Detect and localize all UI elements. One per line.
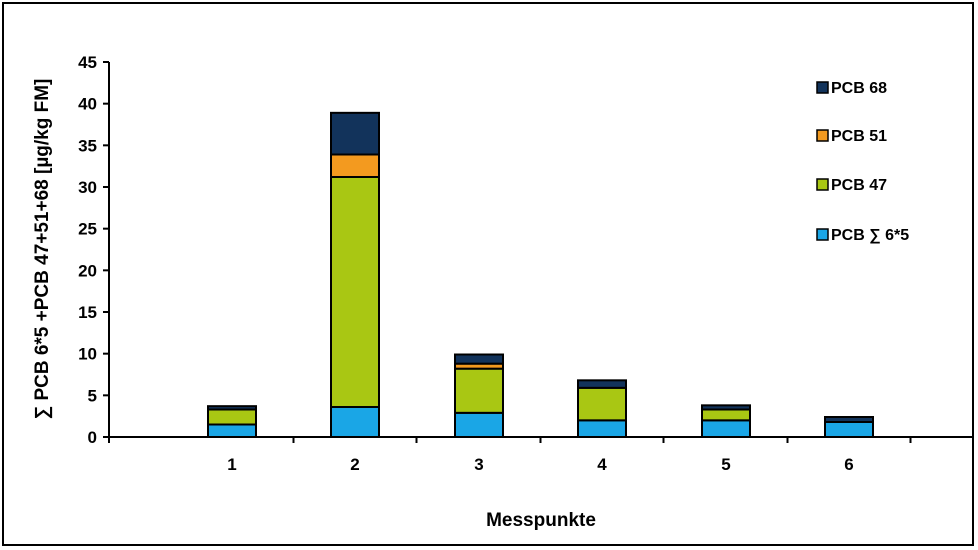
legend-label: PCB 68 — [831, 80, 887, 97]
legend-label: PCB ∑ 6*5 — [831, 227, 909, 244]
x-axis-ticks: 1 2 3 4 5 6 — [108, 437, 912, 474]
y-tick-label: 10 — [78, 345, 97, 364]
x-tick-label: 2 — [350, 455, 359, 474]
x-tick-label: 1 — [227, 455, 236, 474]
y-tick-label: 0 — [88, 428, 97, 447]
bar-segment — [330, 176, 380, 408]
bar-segment — [701, 419, 751, 439]
bar-segment — [330, 111, 380, 156]
y-tick-label: 45 — [78, 53, 97, 72]
x-tick-label: 5 — [721, 455, 730, 474]
bar-segment — [330, 406, 380, 438]
legend-swatch — [816, 178, 829, 191]
bar-segment — [577, 379, 627, 389]
y-tick-label: 35 — [78, 136, 97, 155]
x-tick-label: 4 — [597, 455, 607, 474]
bar-segment — [454, 367, 504, 414]
bar-segment — [454, 411, 504, 439]
x-axis-title: Messpunkte — [486, 510, 596, 531]
y-axis-title: ∑ PCB 6*5 +PCB 47+51+68 [µg/kg FM] — [32, 79, 53, 420]
bar-segment — [701, 404, 751, 411]
bar-segment — [824, 416, 874, 423]
y-tick-label: 5 — [88, 386, 97, 405]
y-tick-label: 25 — [78, 220, 97, 239]
bar-segment — [701, 408, 751, 422]
legend-label: PCB 47 — [831, 177, 887, 194]
legend-swatch — [816, 228, 829, 241]
legend-label: PCB 51 — [831, 128, 887, 145]
legend-swatch — [816, 81, 829, 94]
y-axis-ticks: 0 5 10 15 20 25 30 35 40 45 — [78, 53, 109, 447]
bar-segment — [330, 153, 380, 178]
y-tick-label: 20 — [78, 261, 97, 280]
x-tick-label: 3 — [474, 455, 483, 474]
y-tick-label: 40 — [78, 95, 97, 114]
bar-segment — [207, 405, 257, 411]
y-tick-label: 15 — [78, 303, 97, 322]
x-tick-label: 6 — [844, 455, 853, 474]
bar-segment — [207, 423, 257, 438]
bar-segment — [207, 408, 257, 426]
y-tick-label: 30 — [78, 178, 97, 197]
bar-segment — [824, 421, 874, 438]
bar-segment — [577, 419, 627, 439]
axes-layer — [108, 62, 973, 438]
bars-layer — [207, 111, 874, 439]
legend-swatch — [816, 129, 829, 142]
bar-segment — [454, 353, 504, 365]
bar-segment — [577, 386, 627, 422]
legend: PCB 68 PCB 51 PCB 47 PCB ∑ 6*5 — [816, 80, 909, 244]
